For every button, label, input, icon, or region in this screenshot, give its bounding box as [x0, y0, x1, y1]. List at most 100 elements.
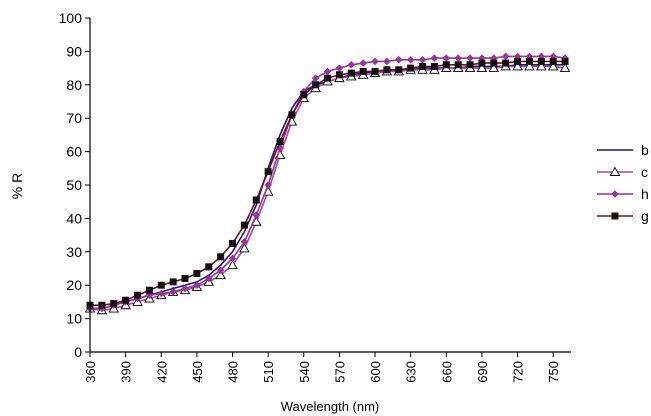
data-point-h [359, 59, 368, 67]
y-tick-label: 60 [66, 144, 82, 160]
x-axis-label: Wavelength (nm) [281, 399, 380, 414]
data-point-g [549, 57, 557, 65]
x-tick-label: 540 [297, 361, 312, 383]
legend-item-g: g [597, 208, 649, 224]
data-point-c [215, 269, 226, 280]
y-tick-label: 50 [66, 177, 82, 193]
data-point-g [169, 278, 177, 286]
data-point-g [359, 67, 367, 75]
data-point-h [193, 281, 201, 290]
data-point-g [229, 239, 237, 247]
data-point-g [122, 296, 130, 304]
data-point-c [488, 62, 500, 73]
legend-marker [611, 190, 619, 198]
data-point-g [525, 57, 533, 65]
data-point-h [383, 57, 391, 66]
data-point-c [536, 61, 547, 71]
data-point-h [181, 284, 189, 293]
data-point-h [240, 237, 249, 246]
series-b [90, 64, 566, 310]
x-tick-label: 480 [226, 361, 241, 383]
data-point-h [169, 288, 177, 296]
data-point-g [134, 291, 142, 299]
data-point-g [181, 275, 189, 283]
data-point-g [252, 196, 260, 204]
data-point-g [371, 67, 379, 75]
series-line-b [90, 64, 566, 310]
data-point-g [502, 59, 510, 67]
x-tick-label: 510 [261, 361, 276, 383]
data-point-g [537, 57, 545, 65]
data-point-h [264, 181, 273, 189]
x-tick-label: 450 [190, 361, 205, 383]
data-point-g [312, 81, 320, 89]
data-point-g [276, 138, 284, 146]
y-tick-label: 40 [66, 210, 82, 226]
data-point-g [561, 57, 569, 65]
x-tick-label: 390 [119, 361, 134, 383]
plot-lines [84, 52, 571, 315]
data-point-h [454, 54, 463, 62]
y-tick-label: 10 [66, 311, 82, 327]
x-tick-label: 630 [404, 361, 419, 383]
data-point-h [466, 54, 474, 62]
data-point-c [559, 62, 571, 73]
data-point-h [204, 274, 213, 283]
data-point-c [227, 259, 238, 270]
data-point-g [466, 61, 474, 69]
data-point-g [193, 270, 201, 278]
legend-item-h: h [597, 186, 649, 202]
data-point-g [300, 91, 308, 99]
data-point-g [383, 66, 391, 74]
data-point-h [394, 55, 403, 64]
data-point-h [418, 55, 427, 64]
data-point-h [347, 60, 356, 69]
series-line-g [90, 60, 566, 307]
data-point-g [335, 71, 343, 79]
data-point-g [442, 61, 450, 69]
legend-marker [609, 166, 621, 176]
y-tick-label: 0 [74, 344, 82, 360]
data-point-h [406, 55, 415, 64]
legend-label: b [641, 142, 649, 158]
y-tick-label: 20 [66, 277, 82, 293]
data-point-h [228, 254, 237, 263]
y-tick-label: 30 [66, 244, 82, 260]
x-tick-label: 420 [154, 361, 169, 383]
x-tick-label: 360 [83, 361, 98, 383]
y-tick-label: 100 [59, 10, 83, 26]
data-point-h [442, 54, 451, 62]
data-point-h [157, 289, 166, 298]
data-point-g [490, 59, 498, 67]
series-c [84, 61, 571, 315]
data-point-g [514, 57, 522, 65]
data-point-g [264, 168, 272, 176]
data-point-g [324, 74, 332, 82]
data-point-g [110, 300, 118, 308]
data-point-g [288, 111, 296, 119]
series-line-c [89, 65, 566, 312]
legend-label: c [641, 164, 648, 180]
series-g [86, 57, 569, 309]
data-point-c [239, 243, 250, 253]
y-tick-label: 90 [66, 43, 82, 59]
data-point-h [252, 211, 261, 219]
data-point-g [145, 286, 153, 294]
data-point-g [419, 62, 427, 70]
legend-item-c: c [597, 164, 648, 180]
data-point-g [98, 301, 106, 309]
data-point-g [478, 59, 486, 67]
data-point-h [335, 64, 344, 72]
series-h [86, 52, 569, 313]
data-point-g [430, 62, 438, 70]
data-point-g [157, 281, 165, 289]
data-point-g [240, 221, 248, 229]
data-point-h [216, 266, 225, 275]
data-point-g [407, 64, 415, 72]
y-tick-group: 0 10 20 30 40 50 60 70 80 90 100 [59, 10, 90, 360]
data-point-g [217, 253, 225, 261]
data-point-h [501, 52, 510, 61]
y-tick-label: 70 [66, 110, 82, 126]
